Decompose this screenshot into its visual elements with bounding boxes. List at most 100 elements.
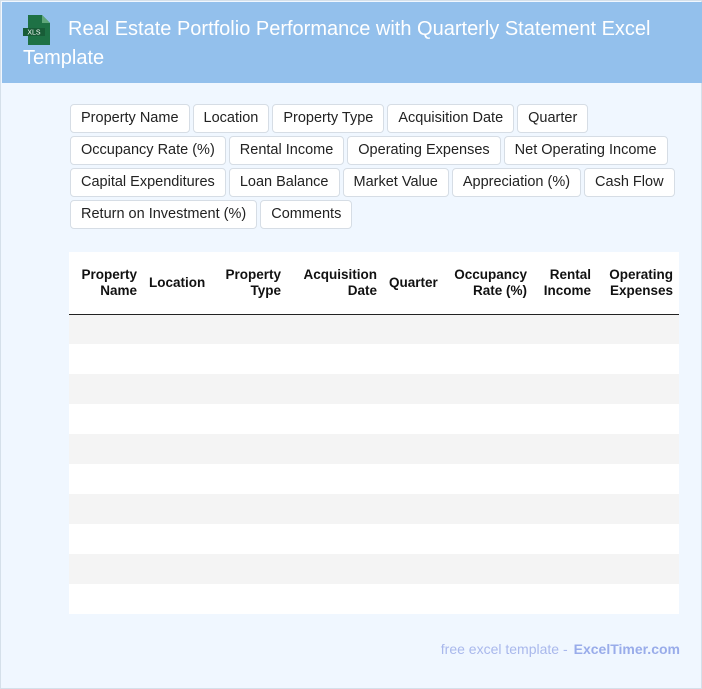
table-cell[interactable] [443,524,533,554]
table-cell[interactable] [215,494,287,524]
field-chip[interactable]: Return on Investment (%) [70,200,258,229]
table-cell[interactable] [143,464,215,494]
table-cell[interactable] [383,434,443,464]
table-cell[interactable] [287,524,383,554]
column-header: Occupancy Rate (%) [443,252,533,315]
table-cell[interactable] [69,584,143,614]
table-cell[interactable] [215,434,287,464]
table-cell[interactable] [69,554,143,584]
field-chip[interactable]: Occupancy Rate (%) [70,136,226,165]
table-cell[interactable] [597,494,679,524]
table-cell[interactable] [69,494,143,524]
table-cell[interactable] [597,314,679,344]
table-cell[interactable] [383,554,443,584]
field-chip[interactable]: Net Operating Income [503,136,668,165]
table-cell[interactable] [443,464,533,494]
table-cell[interactable] [383,344,443,374]
table-cell[interactable] [143,314,215,344]
table-cell[interactable] [597,344,679,374]
field-chip[interactable]: Property Type [272,104,385,133]
field-chip[interactable]: Loan Balance [228,168,340,197]
table-cell[interactable] [533,344,597,374]
table-cell[interactable] [143,554,215,584]
table-cell[interactable] [533,374,597,404]
table-cell[interactable] [69,344,143,374]
table-cell[interactable] [597,524,679,554]
table-cell[interactable] [287,344,383,374]
table-cell[interactable] [383,584,443,614]
field-chip[interactable]: Property Name [70,104,190,133]
table-cell[interactable] [287,554,383,584]
table-cell[interactable] [443,584,533,614]
table-cell[interactable] [443,554,533,584]
table-cell[interactable] [597,584,679,614]
field-chip[interactable]: Operating Expenses [347,136,501,165]
table-cell[interactable] [215,314,287,344]
table-cell[interactable] [383,464,443,494]
table-cell[interactable] [69,374,143,404]
field-chip[interactable]: Location [192,104,270,133]
field-chip[interactable]: Capital Expenditures [70,168,226,197]
table-cell[interactable] [383,524,443,554]
table-cell[interactable] [215,584,287,614]
table-cell[interactable] [215,554,287,584]
table-cell[interactable] [287,374,383,404]
table-cell[interactable] [215,524,287,554]
table-cell[interactable] [383,314,443,344]
field-chip[interactable]: Appreciation (%) [451,168,582,197]
table-cell[interactable] [143,584,215,614]
table-row [69,404,679,434]
table-cell[interactable] [287,584,383,614]
table-cell[interactable] [533,554,597,584]
table-row [69,314,679,344]
field-chip[interactable]: Rental Income [228,136,345,165]
table-cell[interactable] [533,434,597,464]
table-cell[interactable] [597,434,679,464]
table-cell[interactable] [215,344,287,374]
table-cell[interactable] [69,314,143,344]
table-cell[interactable] [597,404,679,434]
table-cell[interactable] [443,404,533,434]
table-cell[interactable] [597,554,679,584]
table-cell[interactable] [383,404,443,434]
table-cell[interactable] [69,524,143,554]
field-chip[interactable]: Acquisition Date [387,104,515,133]
table-cell[interactable] [443,344,533,374]
table-cell[interactable] [383,374,443,404]
field-chip[interactable]: Market Value [342,168,449,197]
table-cell[interactable] [533,314,597,344]
table-cell[interactable] [143,344,215,374]
table-cell[interactable] [215,374,287,404]
table-cell[interactable] [443,434,533,464]
table-cell[interactable] [215,464,287,494]
table-cell[interactable] [69,434,143,464]
table-cell[interactable] [287,464,383,494]
table-cell[interactable] [215,404,287,434]
table-cell[interactable] [533,584,597,614]
table-cell[interactable] [597,374,679,404]
field-chip[interactable]: Cash Flow [584,168,675,197]
table-cell[interactable] [143,434,215,464]
table-cell[interactable] [69,404,143,434]
table-cell[interactable] [143,524,215,554]
table-cell[interactable] [287,494,383,524]
brand-link[interactable]: ExcelTimer.com [573,641,680,657]
table-cell[interactable] [287,404,383,434]
table-cell[interactable] [287,314,383,344]
field-chip[interactable]: Quarter [517,104,589,133]
table-cell[interactable] [383,494,443,524]
table-cell[interactable] [143,494,215,524]
table-cell[interactable] [533,404,597,434]
table-cell[interactable] [597,464,679,494]
table-cell[interactable] [443,494,533,524]
table-cell[interactable] [143,374,215,404]
table-cell[interactable] [533,524,597,554]
table-cell[interactable] [443,374,533,404]
table-cell[interactable] [443,314,533,344]
field-chip[interactable]: Comments [260,200,353,229]
table-cell[interactable] [533,464,597,494]
table-cell[interactable] [287,434,383,464]
table-cell[interactable] [533,494,597,524]
table-cell[interactable] [69,464,143,494]
table-cell[interactable] [143,404,215,434]
